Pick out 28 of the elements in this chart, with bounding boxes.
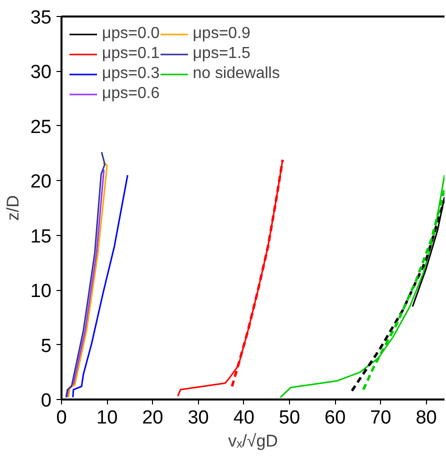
x-tick-label: 60 xyxy=(324,408,346,428)
x-tick-label: 30 xyxy=(188,408,209,428)
x-tick-label: 80 xyxy=(416,408,437,428)
legend-label: no sidewalls xyxy=(192,65,280,83)
x-axis-title: vₓ/√gD xyxy=(228,432,278,450)
legend-label: μps=0.6 xyxy=(102,85,160,103)
legend-label: μps=0.9 xyxy=(192,25,250,43)
legend-label: μps=0.3 xyxy=(102,65,160,83)
legend-label: μps=1.5 xyxy=(192,45,250,63)
y-tick-label: 25 xyxy=(30,116,52,138)
x-tick-label: 40 xyxy=(233,408,254,428)
y-tick-label: 5 xyxy=(40,336,52,357)
y-tick-label: 20 xyxy=(30,172,52,193)
y-tick-label: 15 xyxy=(30,226,52,248)
y-tick-label: 10 xyxy=(30,281,52,302)
x-tick-label: 0 xyxy=(56,408,67,428)
line-series xyxy=(280,174,444,398)
y-tick-label: 35 xyxy=(30,8,52,28)
x-tick-label: 70 xyxy=(370,408,392,428)
y-tick-label: 0 xyxy=(40,390,52,412)
x-tick-label: 50 xyxy=(278,408,300,428)
x-tick-label: 10 xyxy=(96,408,118,428)
line-series xyxy=(72,174,128,398)
y-axis-title: z/D xyxy=(3,195,22,221)
legend-label: μps=0.0 xyxy=(102,25,160,43)
y-tick-label: 30 xyxy=(30,62,52,84)
legend-label: μps=0.1 xyxy=(102,45,160,63)
x-tick-label: 20 xyxy=(142,408,164,428)
